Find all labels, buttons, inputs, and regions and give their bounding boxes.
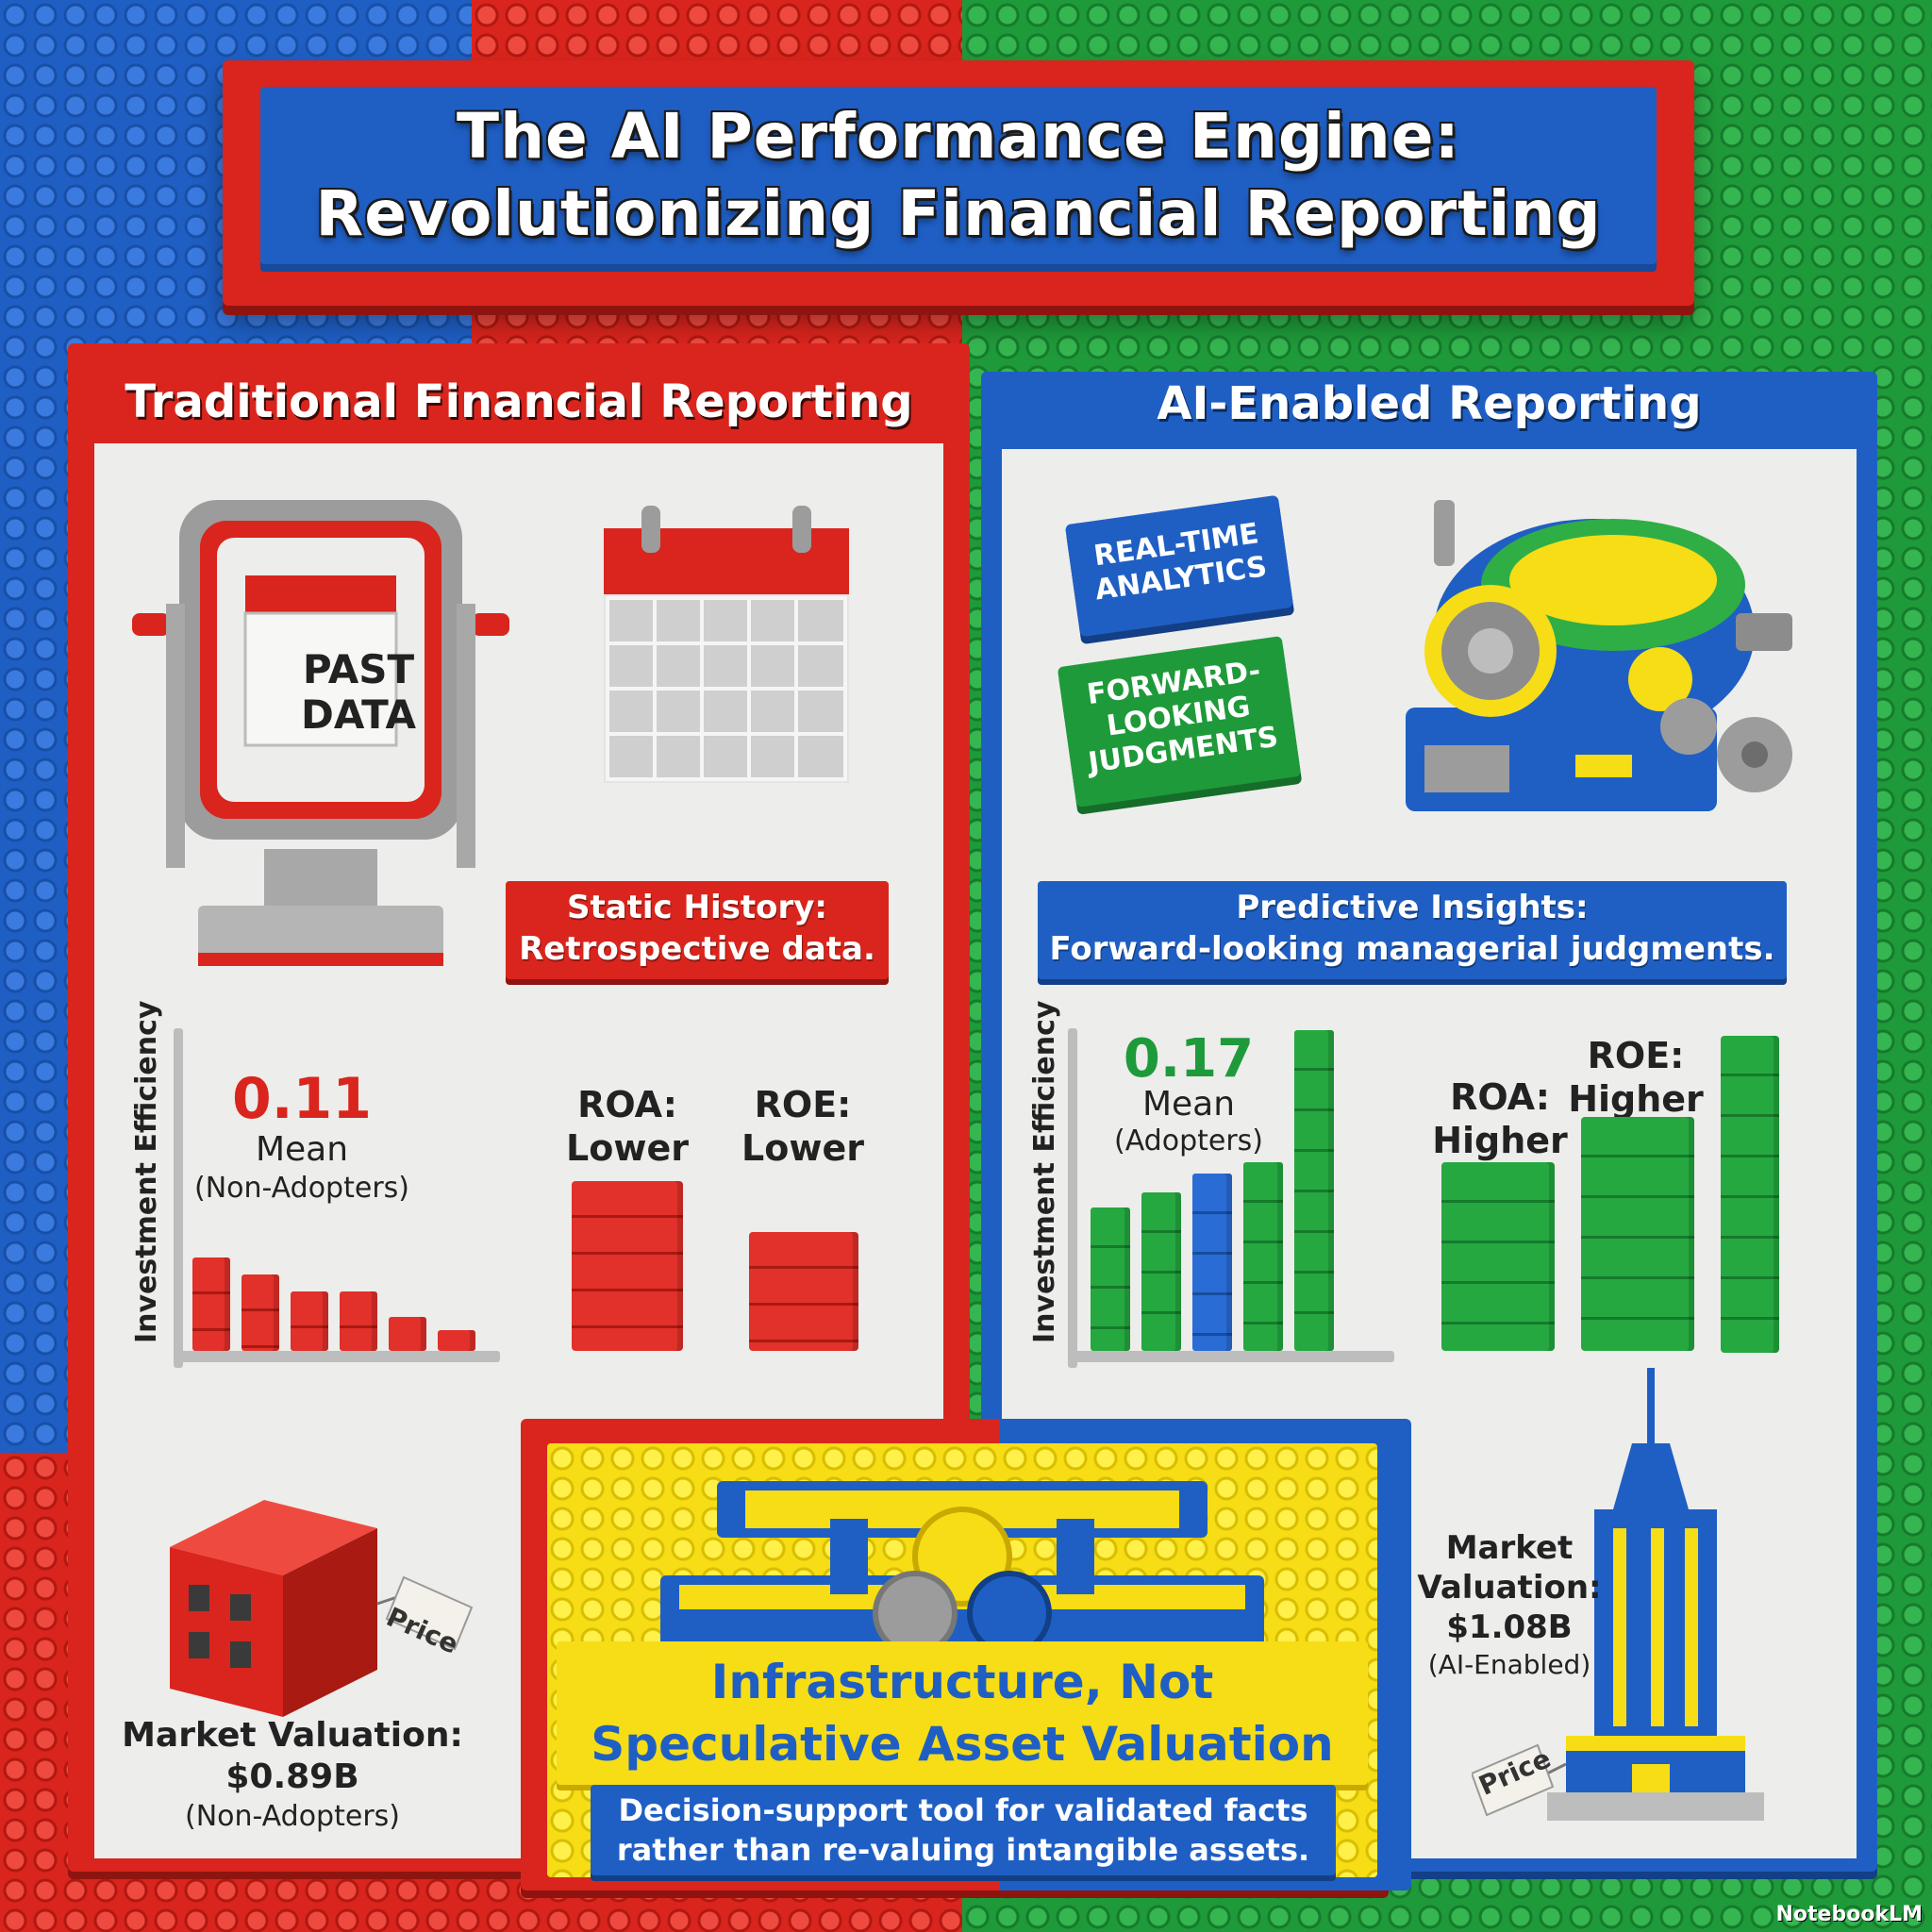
infrastructure-heading: Infrastructure, Not Speculative Asset Va…: [557, 1641, 1368, 1785]
traditional-roe-value: Lower: [741, 1127, 864, 1169]
title-inner: The AI Performance Engine: Revolutionizi…: [260, 87, 1657, 272]
traditional-roa-brick: [572, 1181, 683, 1351]
blue-skyscraper-icon: [1472, 1368, 1764, 1821]
ai-mv-label: Market: [1445, 1529, 1574, 1567]
traditional-roe-brick: [749, 1232, 858, 1351]
traditional-ie-value: 0.11: [231, 1066, 373, 1132]
ai-tall-brick-column: [1721, 1036, 1779, 1353]
calendar-icon: [604, 506, 849, 783]
ai-roe-value: Higher: [1568, 1078, 1704, 1120]
notebooklm-footer: NotebookLM: [1775, 1903, 1923, 1926]
ai-ie-bar-2: [1141, 1192, 1181, 1351]
ai-market-valuation: Market Valuation: $1.08B (AI-Enabled): [1406, 1528, 1613, 1683]
traditional-ie-stat: Mean: [255, 1130, 349, 1169]
infrastructure-desc-line-2: rather than re-valuing intangible assets…: [616, 1832, 1310, 1868]
title-line-2: Revolutionizing Financial Reporting: [315, 177, 1602, 250]
traditional-ie-group: (Non-Adopters): [193, 1172, 409, 1205]
traditional-roa-label: ROA: Lower: [557, 1083, 698, 1170]
static-history-line-2: Retrospective data.: [519, 930, 875, 968]
traditional-roe-title: ROE:: [754, 1084, 852, 1125]
ai-ie-value: 0.17: [1123, 1028, 1255, 1090]
ai-ie-bar-3: [1192, 1174, 1232, 1351]
ai-heading: AI-Enabled Reporting: [1157, 377, 1702, 430]
traditional-roa-value: Lower: [566, 1127, 689, 1169]
ai-mv-group: (AI-Enabled): [1427, 1649, 1591, 1680]
ai-brain-engine-illustration: [1406, 500, 1792, 811]
ai-roe-brick: [1581, 1117, 1694, 1351]
traditional-market-valuation: Market Valuation: $0.89B (Non-Adopters): [113, 1715, 472, 1836]
traditional-mv-value: $0.89B: [225, 1757, 359, 1796]
ai-roa-label: ROA: Higher: [1424, 1075, 1575, 1162]
infrastructure-desc-line-1: Decision-support tool for validated fact…: [618, 1792, 1308, 1828]
traditional-mv-label: Market Valuation:: [122, 1716, 463, 1755]
traditional-heading: Traditional Financial Reporting: [125, 375, 913, 428]
ai-investment-efficiency-axis-label: Investment Efficiency: [1028, 1000, 1061, 1343]
ai-ie-bar-5: [1294, 1030, 1334, 1351]
predictive-line-1: Predictive Insights:: [1236, 889, 1589, 926]
past-data-text: PAST DATA: [300, 646, 416, 738]
static-history-label: Static History: Retrospective data.: [506, 881, 889, 979]
title-banner: The AI Performance Engine: Revolutionizi…: [223, 60, 1694, 306]
ai-roa-title: ROA:: [1450, 1076, 1550, 1118]
ai-roe-title: ROE:: [1587, 1035, 1685, 1076]
predictive-line-2: Forward-looking managerial judgments.: [1049, 930, 1775, 968]
traditional-ie-bar-2: [242, 1274, 279, 1351]
traditional-roe-label: ROE: Lower: [732, 1083, 874, 1170]
traditional-ie-bar-3: [291, 1291, 328, 1351]
traditional-ie-bar-1: [192, 1257, 230, 1351]
traditional-ie-bar-4: [340, 1291, 377, 1351]
traditional-mv-group: (Non-Adopters): [184, 1800, 400, 1833]
ai-ie-group: (Adopters): [1113, 1124, 1264, 1158]
ai-ie-stat: Mean: [1141, 1085, 1236, 1124]
static-history-line-1: Static History:: [566, 889, 828, 926]
ai-roe-label: ROE: Higher: [1560, 1034, 1711, 1121]
ai-y-axis: [1068, 1028, 1077, 1368]
ai-roa-brick: [1441, 1162, 1555, 1351]
ai-roa-value: Higher: [1432, 1120, 1568, 1161]
ai-x-axis: [1068, 1351, 1394, 1362]
past-data-monitor-illustration: [132, 500, 509, 966]
infrastructure-heading-line-1: Infrastructure, Not: [710, 1655, 1214, 1709]
title-line-1: The AI Performance Engine:: [457, 100, 1460, 173]
predictive-insights-label: Predictive Insights: Forward-looking man…: [1038, 881, 1787, 979]
traditional-ie-bar-6: [438, 1330, 475, 1351]
infrastructure-bridge-gears-illustration: [660, 1481, 1264, 1660]
infrastructure-heading-line-2: Speculative Asset Valuation: [591, 1717, 1334, 1772]
traditional-ie-bar-5: [389, 1317, 426, 1351]
ai-mv-label-2: Valuation:: [1417, 1569, 1602, 1607]
ai-mv-value: $1.08B: [1446, 1608, 1573, 1646]
ai-ie-bar-1: [1091, 1208, 1130, 1351]
traditional-x-axis: [174, 1351, 500, 1362]
infrastructure-description: Decision-support tool for validated fact…: [591, 1785, 1336, 1875]
red-building-icon: [170, 1500, 474, 1717]
traditional-roa-title: ROA:: [577, 1084, 677, 1125]
traditional-y-axis: [174, 1028, 183, 1368]
ai-ie-bar-4: [1243, 1162, 1283, 1351]
traditional-investment-efficiency-axis-label: Investment Efficiency: [130, 1000, 163, 1343]
